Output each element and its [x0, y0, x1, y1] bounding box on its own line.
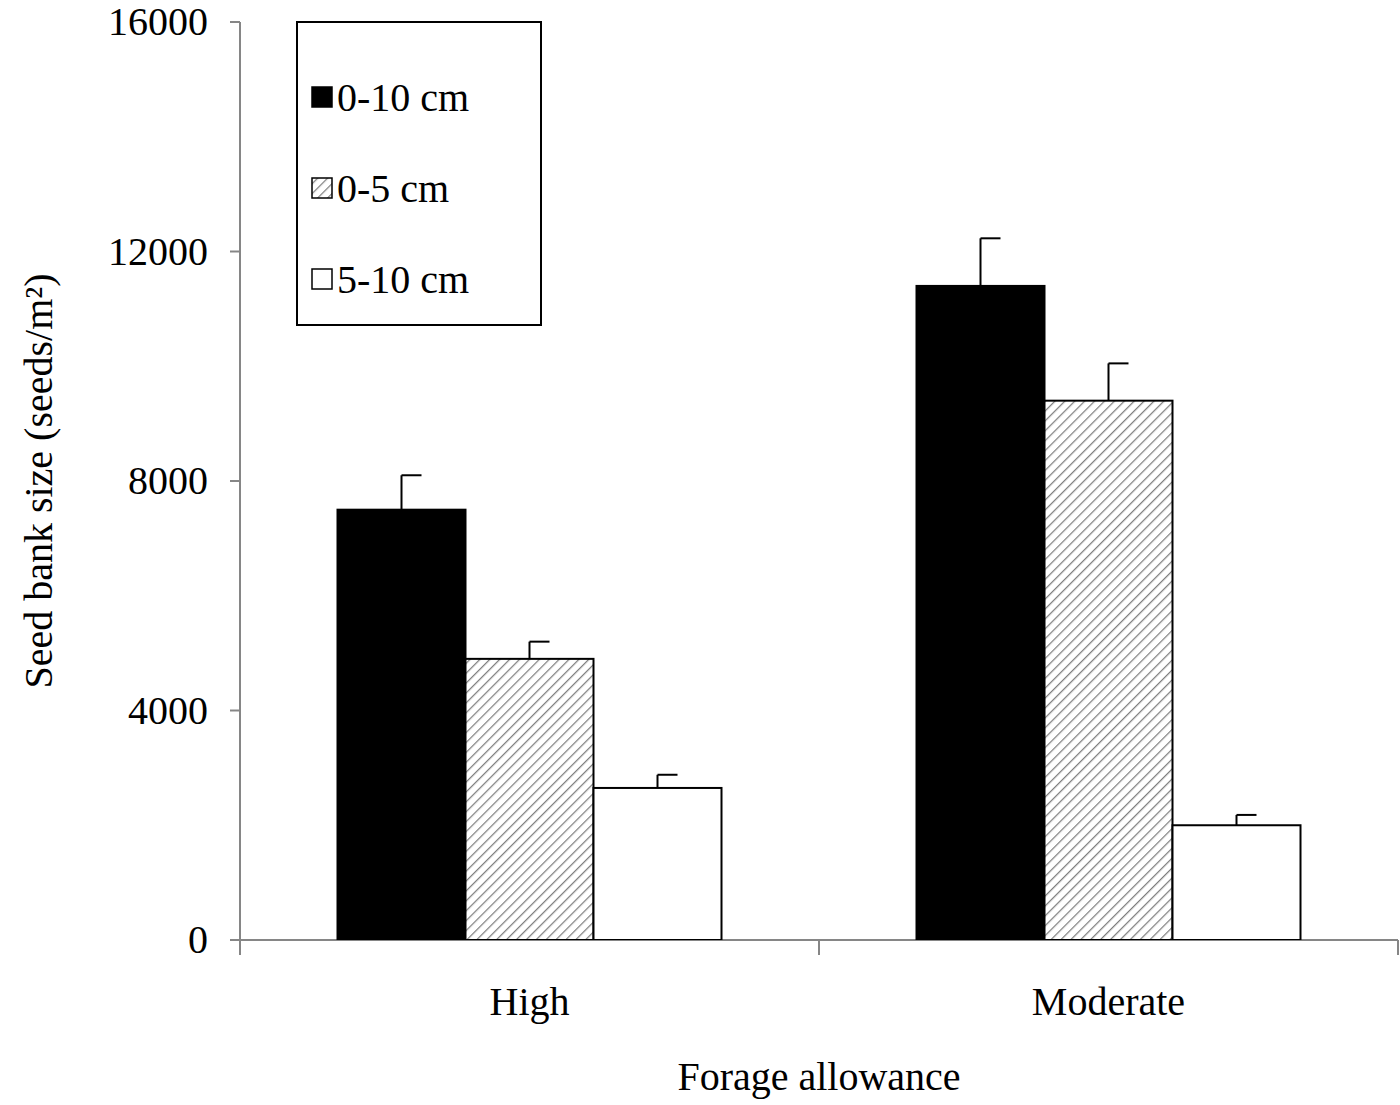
- error-bar: [530, 642, 550, 659]
- y-tick-label: 4000: [128, 688, 208, 733]
- legend: 0-10 cm 0-5 cm 5-10 cm: [297, 22, 541, 325]
- legend-label: 0-10 cm: [337, 75, 469, 120]
- error-line: [657, 775, 659, 788]
- x-tick-label: Moderate: [1032, 979, 1185, 1024]
- chart: 0 4000 8000 12000 16000 High Moderate Forage al…: [0, 0, 1400, 1105]
- y-tick: [230, 480, 240, 482]
- legend-swatch: [312, 87, 332, 107]
- y-tick: [230, 939, 240, 941]
- error-bar: [981, 238, 1001, 286]
- bar: [917, 286, 1045, 940]
- legend-label: 0-5 cm: [337, 166, 449, 211]
- error-line: [529, 642, 531, 659]
- error-cap: [981, 237, 1001, 239]
- x-axis-title: Forage allowance: [677, 1054, 960, 1099]
- y-tick: [230, 21, 240, 23]
- legend-label: 5-10 cm: [337, 257, 469, 302]
- bar: [338, 510, 466, 940]
- error-cap: [1109, 362, 1129, 364]
- x-tick: [239, 940, 241, 955]
- error-line: [401, 475, 403, 509]
- y-tick-label: 16000: [108, 0, 208, 44]
- bars: [338, 238, 1301, 940]
- error-bar: [1237, 815, 1257, 825]
- error-bar: [402, 475, 422, 509]
- y-tick: [230, 251, 240, 253]
- error-cap: [658, 774, 678, 776]
- legend-box: [297, 22, 541, 325]
- bar: [1173, 825, 1301, 940]
- error-line: [1108, 363, 1110, 400]
- bar: [1045, 401, 1173, 940]
- error-bar: [1109, 363, 1129, 400]
- legend-swatch: [312, 269, 332, 289]
- error-cap: [530, 641, 550, 643]
- error-bar: [658, 775, 678, 788]
- bar: [594, 788, 722, 940]
- y-tick-label: 12000: [108, 229, 208, 274]
- bar: [466, 659, 594, 940]
- y-tick-label: 0: [188, 917, 208, 962]
- error-cap: [402, 474, 422, 476]
- error-cap: [1237, 814, 1257, 816]
- y-tick: [230, 710, 240, 712]
- error-line: [980, 238, 982, 286]
- error-line: [1236, 815, 1238, 825]
- y-axis-title: Seed bank size (seeds/m²): [16, 273, 61, 688]
- x-tick: [818, 940, 820, 955]
- x-tick: [1397, 940, 1399, 955]
- legend-swatch: [312, 178, 332, 198]
- x-tick-label: High: [490, 979, 570, 1024]
- y-tick-label: 8000: [128, 458, 208, 503]
